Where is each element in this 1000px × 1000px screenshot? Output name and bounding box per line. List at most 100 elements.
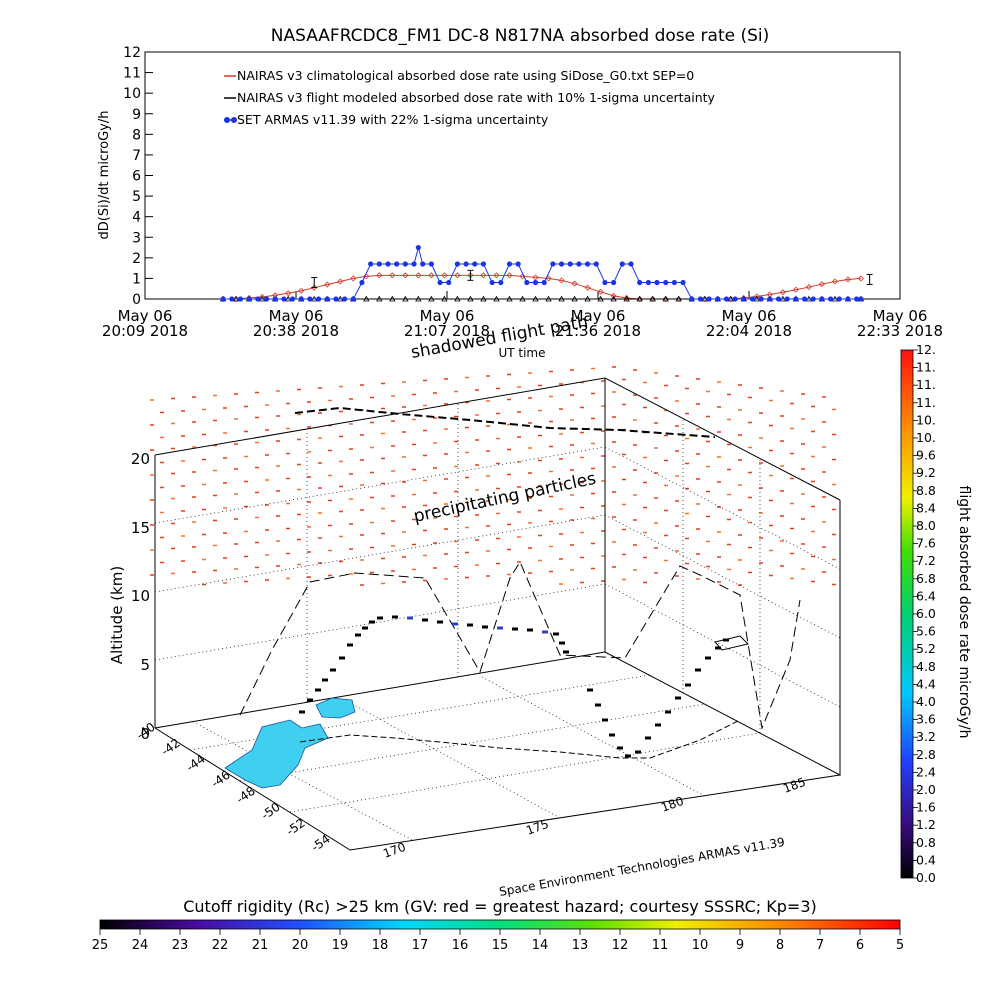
x-tick-label-date: May 06 bbox=[420, 307, 475, 325]
series-point bbox=[363, 273, 370, 280]
series-point bbox=[645, 279, 651, 286]
colorbar-tick-label: 6.4 bbox=[916, 588, 936, 603]
hbar-tick-label: 20 bbox=[292, 938, 309, 953]
colorbar-tick-label: 10. bbox=[916, 412, 936, 427]
series-point bbox=[506, 261, 513, 267]
series-point bbox=[307, 296, 313, 302]
colorbar-tick-label: 9.6 bbox=[916, 448, 936, 463]
series-point bbox=[289, 296, 296, 302]
series-point bbox=[576, 261, 582, 267]
series-point bbox=[689, 296, 695, 302]
colorbar-tick-label: 2.4 bbox=[916, 764, 936, 779]
flight-path-point bbox=[723, 638, 729, 642]
colorbar-tick-label: 8.8 bbox=[916, 483, 936, 498]
lat-tick-label: -42 bbox=[159, 736, 183, 759]
series-point bbox=[857, 275, 865, 282]
series-point bbox=[611, 279, 617, 286]
flight-path-point bbox=[497, 626, 503, 630]
colorbar-tick-label: 4.4 bbox=[916, 676, 936, 691]
colorbar-tick-label: 5.2 bbox=[916, 641, 936, 656]
series-point bbox=[610, 295, 617, 302]
colorbar-tick-label: 0.8 bbox=[916, 835, 936, 850]
y-tick-label: 0 bbox=[132, 292, 141, 308]
series-point bbox=[571, 280, 578, 287]
series-point bbox=[402, 261, 408, 267]
flight-path-point bbox=[563, 650, 569, 654]
hbar-tick-label: 16 bbox=[452, 938, 469, 953]
series-point bbox=[675, 295, 682, 303]
flight-path-point bbox=[527, 628, 533, 632]
lon-tick-label: 175 bbox=[524, 817, 550, 838]
colorbar-tick-label: 1.6 bbox=[916, 800, 936, 815]
series-point bbox=[281, 296, 287, 302]
series-point bbox=[844, 276, 851, 283]
flight-path-point bbox=[715, 646, 721, 650]
series-point bbox=[636, 295, 643, 302]
lat-tick-label: -40 bbox=[134, 720, 158, 743]
x-tick-label-time: 21:36 2018 bbox=[555, 322, 641, 340]
annotation-precipitating-particles: precipitating particles bbox=[412, 469, 598, 527]
flight-path-point bbox=[665, 710, 671, 714]
lat-tick-label: -52 bbox=[284, 816, 308, 839]
series-point bbox=[532, 274, 539, 281]
series-point bbox=[524, 279, 530, 286]
flight-path-point bbox=[553, 632, 559, 636]
series-point bbox=[597, 295, 604, 302]
flight-path-point bbox=[322, 678, 328, 682]
series-point bbox=[333, 296, 339, 302]
dose-rate-colorbar: 0.0 0.4 0.8 1.2 1.6 2.0 2.4 2.8 3.2 3.6 4.0 4.4 4.8 5… bbox=[900, 342, 972, 885]
series-point bbox=[519, 295, 526, 302]
z-tick-label: 20 bbox=[131, 450, 150, 468]
series-point bbox=[545, 295, 552, 302]
y-tick-label: 5 bbox=[132, 189, 141, 205]
series-point bbox=[506, 272, 513, 279]
series-point bbox=[415, 295, 422, 302]
series-point bbox=[255, 296, 261, 302]
flight-path-point bbox=[355, 633, 361, 637]
series-point bbox=[233, 295, 240, 303]
flight-path-point bbox=[307, 698, 313, 702]
series-point bbox=[818, 281, 825, 288]
series-point bbox=[584, 261, 591, 267]
series-point bbox=[498, 279, 504, 286]
series-point bbox=[220, 296, 226, 302]
z-axis-label: Altitude (km) bbox=[108, 566, 126, 664]
series-point bbox=[706, 296, 712, 302]
y-tick-label: 2 bbox=[132, 251, 141, 267]
lat-tick-label: -54 bbox=[309, 832, 333, 855]
series-point bbox=[237, 296, 244, 302]
x-tick-label-time: 21:07 2018 bbox=[404, 322, 490, 340]
series-point bbox=[649, 295, 656, 302]
x-tick-label-time: 22:04 2018 bbox=[706, 322, 792, 340]
series-point bbox=[363, 295, 370, 302]
series-line-2 bbox=[223, 245, 861, 300]
colorbar-tick-label: 0.0 bbox=[916, 870, 936, 885]
colorbar-tick-label: 12. bbox=[916, 342, 936, 357]
z-tick-label: 15 bbox=[131, 519, 150, 537]
series-point bbox=[792, 286, 799, 293]
flight-path-point bbox=[609, 733, 615, 737]
y-tick-label: 6 bbox=[132, 169, 141, 185]
series-point bbox=[350, 275, 357, 282]
colorbar-tick-label: 5.6 bbox=[916, 624, 936, 639]
series-point bbox=[532, 279, 539, 286]
series-point bbox=[532, 295, 539, 302]
series-point bbox=[246, 296, 252, 302]
flight-path-point bbox=[635, 750, 641, 754]
series-point bbox=[324, 296, 330, 302]
flight-path-point bbox=[482, 625, 488, 629]
colorbar-tick-label: 11. bbox=[916, 360, 936, 375]
series-point bbox=[446, 279, 452, 286]
series-point bbox=[758, 296, 764, 302]
z-tick-label: 0 bbox=[140, 725, 150, 743]
series-point bbox=[584, 284, 591, 291]
series-point bbox=[454, 295, 461, 302]
series-point bbox=[741, 296, 747, 302]
series-point bbox=[428, 295, 435, 302]
hbar-tick-label: 8 bbox=[776, 938, 784, 953]
x-tick-label-date: May 06 bbox=[269, 307, 324, 325]
altitude-shadow-path bbox=[239, 560, 801, 730]
series-point bbox=[784, 296, 790, 302]
